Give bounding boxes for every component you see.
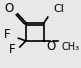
- Text: F: F: [9, 43, 16, 56]
- Text: O: O: [4, 2, 13, 15]
- Text: O: O: [46, 40, 56, 54]
- Text: F: F: [4, 28, 11, 41]
- Text: CH₃: CH₃: [61, 42, 79, 52]
- Text: Cl: Cl: [53, 4, 64, 14]
